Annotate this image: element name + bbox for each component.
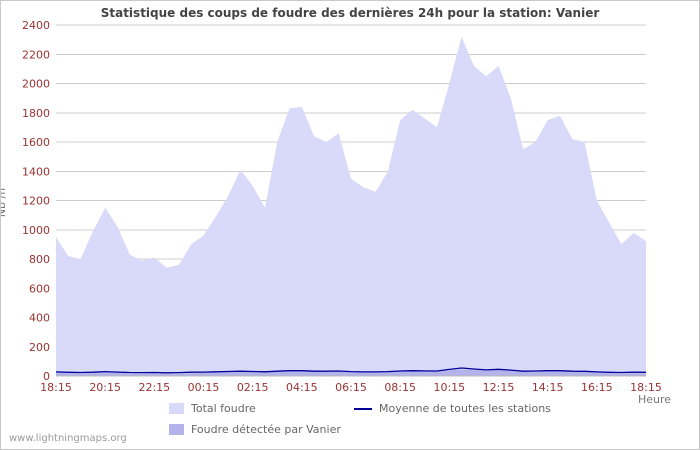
svg-text:08:15: 08:15 (384, 381, 416, 394)
svg-text:2000: 2000 (22, 78, 50, 91)
svg-text:22:15: 22:15 (138, 381, 170, 394)
svg-text:1400: 1400 (22, 165, 50, 178)
watermark-text: www.lightningmaps.org (9, 433, 127, 444)
legend-label-total-foudre: Total foudre (191, 402, 256, 415)
x-axis-label: Heure (637, 393, 671, 406)
svg-text:20:15: 20:15 (89, 381, 121, 394)
svg-text:2400: 2400 (22, 19, 50, 32)
svg-text:200: 200 (29, 341, 50, 354)
svg-text:02:15: 02:15 (237, 381, 269, 394)
legend-item-moyenne: Moyenne de toutes les stations (354, 402, 551, 415)
legend-label-moyenne: Moyenne de toutes les stations (379, 402, 551, 415)
vanier-foudre-swatch-icon (169, 424, 184, 435)
legend-item-vanier: Foudre détectée par Vanier (169, 423, 341, 436)
svg-text:18:15: 18:15 (40, 381, 72, 394)
svg-text:2200: 2200 (22, 48, 50, 61)
svg-text:1200: 1200 (22, 195, 50, 208)
svg-text:14:15: 14:15 (532, 381, 564, 394)
legend-label-vanier: Foudre détectée par Vanier (191, 423, 341, 436)
svg-text:400: 400 (29, 312, 50, 325)
svg-text:1000: 1000 (22, 224, 50, 237)
svg-text:0: 0 (43, 370, 50, 383)
svg-text:16:15: 16:15 (581, 381, 613, 394)
svg-text:800: 800 (29, 253, 50, 266)
svg-text:600: 600 (29, 282, 50, 295)
total-foudre-swatch-icon (169, 403, 184, 414)
svg-text:00:15: 00:15 (188, 381, 220, 394)
moyenne-line-swatch-icon (354, 407, 372, 410)
svg-text:04:15: 04:15 (286, 381, 318, 394)
svg-text:1800: 1800 (22, 107, 50, 120)
svg-text:18:15: 18:15 (630, 381, 662, 394)
svg-text:06:15: 06:15 (335, 381, 367, 394)
svg-text:1600: 1600 (22, 136, 50, 149)
svg-text:12:15: 12:15 (483, 381, 515, 394)
svg-text:10:15: 10:15 (433, 381, 465, 394)
chart-title: Statistique des coups de foudre des dern… (100, 6, 600, 20)
legend-item-total-foudre: Total foudre (169, 402, 256, 415)
